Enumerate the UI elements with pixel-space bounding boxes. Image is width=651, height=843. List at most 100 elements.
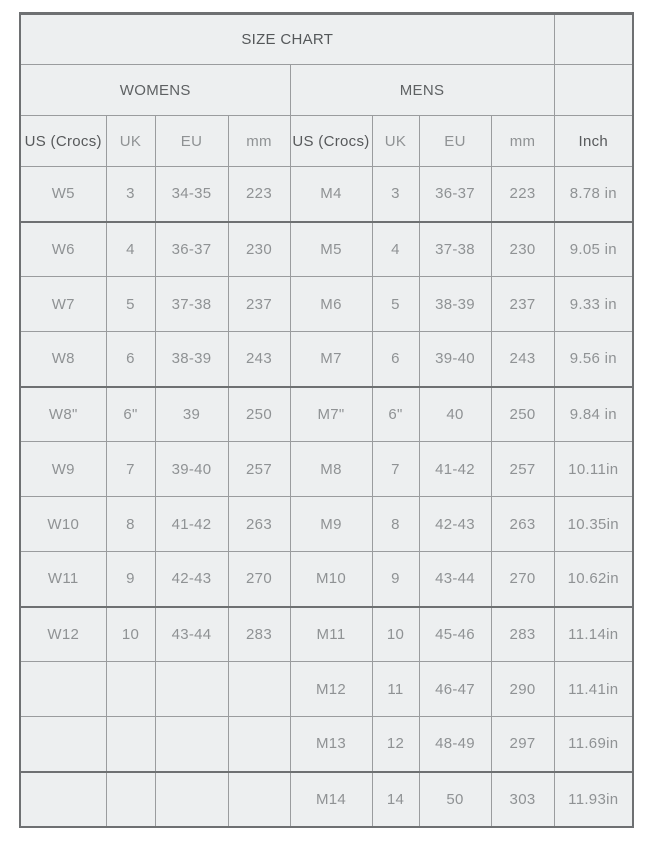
mens-mm-cell: 283 (490, 606, 555, 662)
size-chart-container: SIZE CHART WOMENS MENS US (Crocs) UK EU … (19, 12, 635, 828)
womens-uk-cell (105, 661, 156, 717)
womens-us-cell: W8" (19, 386, 107, 442)
mens-us-cell: M7 (289, 331, 373, 388)
womens-eu-cell (154, 771, 229, 827)
womens-eu-cell: 42-43 (154, 551, 229, 608)
table-row: M12 11 46-47 290 11.41in (19, 661, 634, 717)
womens-eu-cell: 39-40 (154, 441, 229, 497)
group-header-row: WOMENS MENS (19, 64, 634, 116)
mens-eu-cell: 40 (418, 386, 492, 442)
mens-eu-cell: 42-43 (418, 496, 492, 552)
inch-cell: 9.33 in (553, 276, 634, 332)
mens-mm-cell: 257 (490, 441, 555, 497)
mens-us-cell: M5 (289, 221, 373, 277)
col-header-womens-uk: UK (105, 115, 156, 167)
womens-mm-cell: 250 (227, 386, 291, 442)
inch-cell: 11.14in (553, 606, 634, 662)
table-row: W5 3 34-35 223 M4 3 36-37 223 8.78 in (19, 166, 634, 223)
mens-mm-cell: 230 (490, 221, 555, 277)
inch-cell: 11.69in (553, 716, 634, 773)
womens-uk-cell (105, 771, 156, 827)
col-header-mens-us: US (Crocs) (289, 115, 373, 167)
inch-cell: 8.78 in (553, 166, 634, 223)
mens-eu-cell: 41-42 (418, 441, 492, 497)
mens-eu-cell: 43-44 (418, 551, 492, 608)
womens-mm-cell: 270 (227, 551, 291, 608)
womens-mm-cell: 237 (227, 276, 291, 332)
mens-uk-cell: 8 (371, 496, 420, 552)
mens-mm-cell: 223 (490, 166, 555, 223)
womens-uk-cell (105, 716, 156, 773)
col-header-inch: Inch (553, 115, 634, 167)
col-header-mens-uk: UK (371, 115, 420, 167)
title-row: SIZE CHART (19, 13, 634, 65)
mens-uk-cell: 7 (371, 441, 420, 497)
table-row: W8" 6" 39 250 M7" 6" 40 250 9.84 in (19, 386, 634, 442)
mens-eu-cell: 48-49 (418, 716, 492, 773)
mens-us-cell: M14 (289, 771, 373, 827)
mens-mm-cell: 250 (490, 386, 555, 442)
mens-uk-cell: 4 (371, 221, 420, 277)
col-header-mens-eu: EU (418, 115, 492, 167)
mens-mm-cell: 237 (490, 276, 555, 332)
womens-uk-cell: 3 (105, 166, 156, 223)
table-row: M13 12 48-49 297 11.69in (19, 716, 634, 773)
mens-mm-cell: 270 (490, 551, 555, 608)
size-chart-table: SIZE CHART WOMENS MENS US (Crocs) UK EU … (19, 12, 635, 828)
womens-eu-cell: 34-35 (154, 166, 229, 223)
womens-us-cell: W10 (19, 496, 107, 552)
womens-us-cell (19, 771, 107, 827)
inch-cell: 10.35in (553, 496, 634, 552)
inch-cell: 11.41in (553, 661, 634, 717)
womens-eu-cell: 43-44 (154, 606, 229, 662)
womens-eu-cell: 41-42 (154, 496, 229, 552)
womens-us-cell: W6 (19, 221, 107, 277)
inch-cell: 9.05 in (553, 221, 634, 277)
mens-eu-cell: 39-40 (418, 331, 492, 388)
womens-mm-cell: 230 (227, 221, 291, 277)
mens-mm-cell: 263 (490, 496, 555, 552)
womens-mm-cell (227, 661, 291, 717)
empty-corner-cell (553, 13, 634, 65)
womens-uk-cell: 9 (105, 551, 156, 608)
womens-group-header: WOMENS (19, 64, 291, 116)
womens-uk-cell: 5 (105, 276, 156, 332)
mens-eu-cell: 45-46 (418, 606, 492, 662)
col-header-womens-mm: mm (227, 115, 291, 167)
womens-mm-cell: 243 (227, 331, 291, 388)
mens-uk-cell: 3 (371, 166, 420, 223)
table-row: W6 4 36-37 230 M5 4 37-38 230 9.05 in (19, 221, 634, 277)
womens-us-cell (19, 716, 107, 773)
womens-uk-cell: 7 (105, 441, 156, 497)
mens-eu-cell: 50 (418, 771, 492, 827)
womens-eu-cell: 39 (154, 386, 229, 442)
inch-cell: 9.56 in (553, 331, 634, 388)
mens-eu-cell: 37-38 (418, 221, 492, 277)
mens-us-cell: M6 (289, 276, 373, 332)
womens-eu-cell: 38-39 (154, 331, 229, 388)
inch-cell: 10.62in (553, 551, 634, 608)
womens-mm-cell: 257 (227, 441, 291, 497)
column-header-row: US (Crocs) UK EU mm US (Crocs) UK EU mm … (19, 115, 634, 167)
womens-us-cell: W11 (19, 551, 107, 608)
table-row: W9 7 39-40 257 M8 7 41-42 257 10.11in (19, 441, 634, 497)
womens-uk-cell: 10 (105, 606, 156, 662)
womens-uk-cell: 6 (105, 331, 156, 388)
table-row: W12 10 43-44 283 M11 10 45-46 283 11.14in (19, 606, 634, 662)
womens-eu-cell: 37-38 (154, 276, 229, 332)
col-header-mens-mm: mm (490, 115, 555, 167)
mens-mm-cell: 297 (490, 716, 555, 773)
womens-mm-cell: 263 (227, 496, 291, 552)
mens-uk-cell: 10 (371, 606, 420, 662)
size-chart-body: W5 3 34-35 223 M4 3 36-37 223 8.78 in W6 4 36-37 230… (19, 166, 634, 827)
womens-mm-cell (227, 716, 291, 773)
mens-uk-cell: 5 (371, 276, 420, 332)
size-chart-title: SIZE CHART (19, 13, 555, 65)
mens-uk-cell: 14 (371, 771, 420, 827)
mens-us-cell: M8 (289, 441, 373, 497)
mens-mm-cell: 243 (490, 331, 555, 388)
mens-eu-cell: 46-47 (418, 661, 492, 717)
table-row: W8 6 38-39 243 M7 6 39-40 243 9.56 in (19, 331, 634, 388)
mens-uk-cell: 6" (371, 386, 420, 442)
womens-uk-cell: 4 (105, 221, 156, 277)
